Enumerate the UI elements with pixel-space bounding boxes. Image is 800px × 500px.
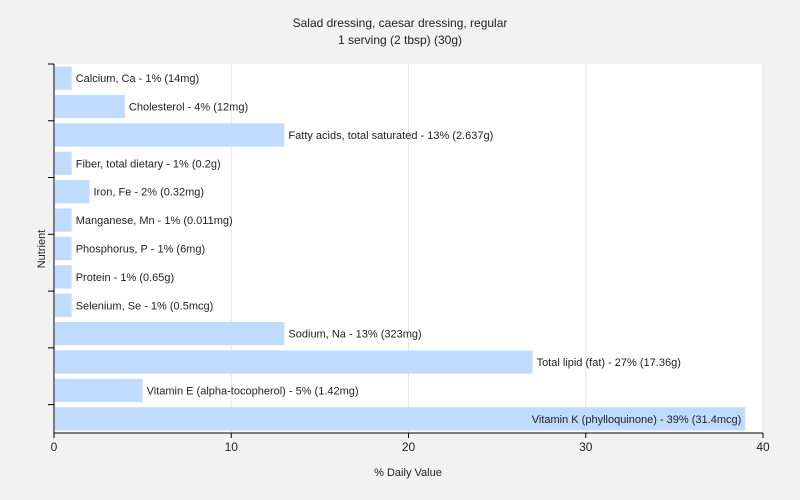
chart-title: Salad dressing, caesar dressing, regular <box>293 16 508 30</box>
bar-data-label: Iron, Fe - 2% (0.32mg) <box>93 187 204 199</box>
x-axis-label: % Daily Value <box>374 467 442 479</box>
bar-data-label: Sodium, Na - 13% (323mg) <box>288 329 421 341</box>
bar <box>55 208 72 232</box>
bar <box>55 350 533 374</box>
axes: 0 10 20 30 40 <box>48 63 770 454</box>
bar <box>55 123 285 147</box>
bar-data-label: Selenium, Se - 1% (0.5mcg) <box>76 300 214 312</box>
bar-data-label: Fatty acids, total saturated - 13% (2.63… <box>288 130 493 142</box>
bar <box>55 407 746 431</box>
bar <box>55 66 72 90</box>
bar <box>55 265 72 289</box>
bar-data-label: Fiber, total dietary - 1% (0.2g) <box>76 158 221 170</box>
bar <box>55 180 90 204</box>
bar <box>55 378 143 403</box>
bar <box>55 293 72 317</box>
bar <box>55 322 285 346</box>
bar-data-label: Vitamin K (phylloquinone) - 39% (31.4mcg… <box>532 414 742 426</box>
bar-data-label: Calcium, Ca - 1% (14mg) <box>76 73 199 85</box>
bar-data-label: Phosphorus, P - 1% (6mg) <box>76 244 205 256</box>
x-tick-label: 30 <box>579 440 593 454</box>
bar-data-label: Cholesterol - 4% (12mg) <box>129 102 248 114</box>
y-axis-label: Nutrient <box>36 230 48 269</box>
bars: Calcium, Ca - 1% (14mg) Cholesterol - 4% … <box>55 66 746 431</box>
bar <box>55 236 72 261</box>
x-tick-label: 10 <box>225 440 239 454</box>
bar-data-label: Vitamin E (alpha-tocopherol) - 5% (1.42m… <box>147 385 359 397</box>
x-tick-label: 20 <box>402 440 416 454</box>
bar-data-label: Protein - 1% (0.65g) <box>76 272 174 284</box>
bar-data-label: Manganese, Mn - 1% (0.011mg) <box>76 215 233 227</box>
x-tick-label: 40 <box>756 440 770 454</box>
bar-data-label: Total lipid (fat) - 27% (17.36g) <box>537 357 681 369</box>
chart-subtitle: 1 serving (2 tbsp) (30g) <box>338 33 462 47</box>
bar <box>55 94 125 119</box>
x-tick-label: 0 <box>51 440 58 454</box>
bar <box>55 151 72 175</box>
